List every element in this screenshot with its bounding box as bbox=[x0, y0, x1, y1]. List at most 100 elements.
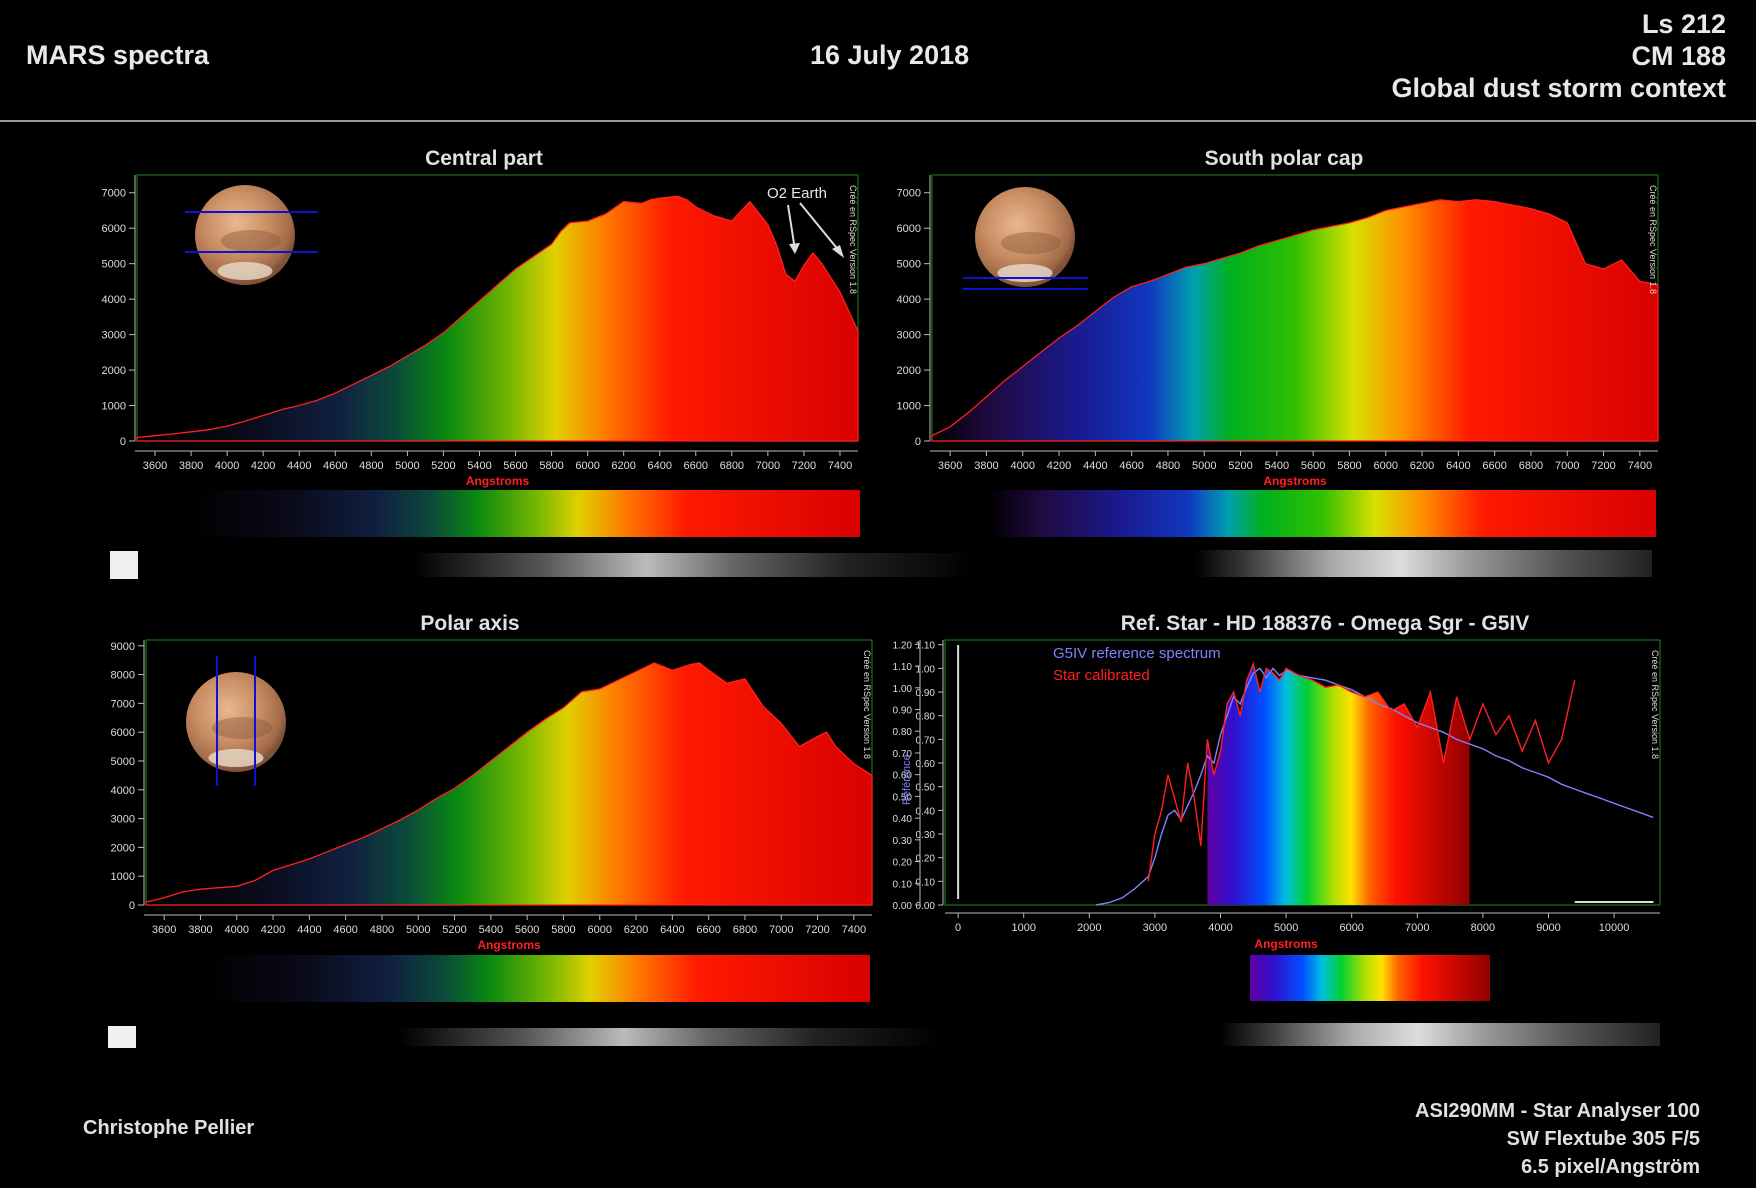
annotation-arrow bbox=[799, 202, 841, 253]
spectrum-band bbox=[204, 955, 870, 1002]
x-tick-label: 7000 bbox=[756, 460, 780, 472]
x-tick-label: 4600 bbox=[1119, 460, 1143, 472]
equipment-line-2: SW Flextube 305 F/5 bbox=[1506, 1128, 1700, 1150]
x-tick-label: 7400 bbox=[1628, 460, 1652, 472]
mars-polar-cap bbox=[208, 749, 264, 767]
raw-spectrum-band bbox=[1220, 1023, 1660, 1046]
x-tick-label: 6000 bbox=[575, 460, 599, 472]
spectrum-area bbox=[931, 199, 1659, 442]
ls-label: Ls 212 bbox=[1641, 9, 1726, 39]
y-tick-label: 9000 bbox=[111, 641, 135, 653]
x-tick-label: 5400 bbox=[467, 460, 491, 472]
x-tick-label: 5800 bbox=[1337, 460, 1361, 472]
y-tick-label: 4000 bbox=[102, 294, 126, 306]
x-tick-label: 2000 bbox=[1077, 922, 1101, 934]
y-tick-label: 2000 bbox=[102, 365, 126, 377]
x-tick-label: 5400 bbox=[479, 924, 503, 936]
y-tick-label: 6000 bbox=[111, 727, 135, 739]
y-tick-label: 1000 bbox=[111, 871, 135, 883]
x-tick-label: 6000 bbox=[588, 924, 612, 936]
x-tick-label: 7000 bbox=[1555, 460, 1579, 472]
annotation-arrowhead bbox=[789, 243, 800, 254]
x-tick-label: 4000 bbox=[1011, 460, 1035, 472]
y-tick-label: 3000 bbox=[897, 330, 921, 342]
x-tick-label: 3600 bbox=[143, 460, 167, 472]
x-tick-label: 3800 bbox=[188, 924, 212, 936]
x-tick-label: 5000 bbox=[395, 460, 419, 472]
y-tick-label: 2000 bbox=[897, 365, 921, 377]
y-tick-label-outer: 0.30 bbox=[893, 836, 913, 847]
mars-dark-region bbox=[1001, 232, 1061, 254]
x-tick-label: 9000 bbox=[1536, 922, 1560, 934]
y-tick-label: 3000 bbox=[102, 330, 126, 342]
panel-title-polar: Polar axis bbox=[420, 612, 520, 635]
equipment-line-3: 6.5 pixel/Angström bbox=[1521, 1156, 1700, 1178]
observation-date: 16 July 2018 bbox=[810, 40, 970, 70]
x-tick-label: 7200 bbox=[1591, 460, 1615, 472]
y-tick-label: 0.60 bbox=[916, 759, 936, 770]
x-tick-label: 4200 bbox=[1047, 460, 1071, 472]
zero-order-image bbox=[108, 1026, 136, 1048]
raw-spectrum-band bbox=[110, 553, 975, 577]
x-tick-label: 4000 bbox=[1208, 922, 1232, 934]
chart-1: 0 1000 2000 3000 4000 5000 6000 7000 3600 3800 400… bbox=[897, 174, 1659, 577]
y-tick-label: 7000 bbox=[111, 698, 135, 710]
rspec-watermark: Créé en RSpec Version 1.8 bbox=[862, 650, 872, 759]
y-tick-label: 7000 bbox=[102, 188, 126, 200]
x-tick-label: 6000 bbox=[1339, 922, 1363, 934]
x-tick-label: 4000 bbox=[225, 924, 249, 936]
x-axis-label: Angstroms bbox=[477, 938, 541, 952]
y-tick-label-outer: 0.80 bbox=[893, 727, 913, 738]
annotation-arrow bbox=[787, 204, 796, 251]
chart-3: 0.000.100.200.300.400.500.600.700.800.90… bbox=[893, 639, 1661, 1046]
mars-dark-region bbox=[221, 230, 281, 252]
y-tick-label: 0.40 bbox=[916, 806, 936, 817]
x-tick-label: 4200 bbox=[251, 460, 275, 472]
x-tick-label: 3600 bbox=[152, 924, 176, 936]
panel-title-south: South polar cap bbox=[1204, 147, 1364, 170]
y-tick-label: 0 bbox=[129, 900, 135, 912]
mars-polar-cap bbox=[997, 264, 1053, 282]
x-tick-label: 4400 bbox=[287, 460, 311, 472]
y-tick-label: 1.00 bbox=[916, 664, 936, 675]
x-tick-label: 7200 bbox=[792, 460, 816, 472]
y-tick-label: 0.90 bbox=[916, 688, 936, 699]
x-axis-label: Angstroms bbox=[1254, 937, 1318, 951]
spectrum-area bbox=[136, 195, 859, 442]
mars-disk bbox=[975, 187, 1075, 287]
spectrum-band bbox=[190, 490, 860, 537]
header-divider bbox=[0, 120, 1756, 122]
y-tick-label: 0.50 bbox=[916, 783, 936, 794]
x-tick-label: 4600 bbox=[333, 924, 357, 936]
x-tick-label: 5200 bbox=[442, 924, 466, 936]
x-tick-label: 3800 bbox=[974, 460, 998, 472]
chart-0: 0 1000 2000 3000 4000 5000 6000 7000 3600 3800 400… bbox=[102, 174, 975, 579]
page-title: MARS spectra bbox=[26, 40, 210, 70]
x-axis-label: Angstroms bbox=[1263, 474, 1327, 488]
legend-reference: G5IV reference spectrum bbox=[1053, 645, 1221, 662]
annotation-arrowhead bbox=[832, 245, 844, 258]
x-tick-label: 6200 bbox=[611, 460, 635, 472]
x-tick-label: 6800 bbox=[1519, 460, 1543, 472]
x-tick-label: 4200 bbox=[261, 924, 285, 936]
y-tick-label: 0 bbox=[915, 436, 921, 448]
y-tick-label: 5000 bbox=[102, 259, 126, 271]
y-tick-label-outer: 1.10 bbox=[893, 662, 913, 673]
rspec-watermark: Créé en RSpec Version 1.8 bbox=[1648, 185, 1658, 294]
panel-title-refstar: Ref. Star - HD 188376 - Omega Sgr - G5IV bbox=[1120, 612, 1530, 635]
chart-2: 0 1000 2000 3000 4000 5000 6000 7000 8000 9000 360… bbox=[108, 639, 940, 1048]
x-tick-label: 6200 bbox=[624, 924, 648, 936]
y-tick-label: 0.70 bbox=[916, 735, 936, 746]
y-tick-label-outer: 1.20 bbox=[893, 640, 913, 651]
y-tick-label: 1000 bbox=[102, 401, 126, 413]
y-tick-label-outer: 0.20 bbox=[893, 858, 913, 869]
x-tick-label: 3600 bbox=[938, 460, 962, 472]
x-tick-label: 6000 bbox=[1374, 460, 1398, 472]
raw-spectrum-band bbox=[108, 1028, 940, 1046]
y-tick-label: 4000 bbox=[111, 785, 135, 797]
y-tick-label: 1000 bbox=[897, 401, 921, 413]
x-tick-label: 5800 bbox=[539, 460, 563, 472]
x-tick-label: 6600 bbox=[696, 924, 720, 936]
x-tick-label: 1000 bbox=[1011, 922, 1035, 934]
author-credit: Christophe Pellier bbox=[83, 1117, 255, 1139]
